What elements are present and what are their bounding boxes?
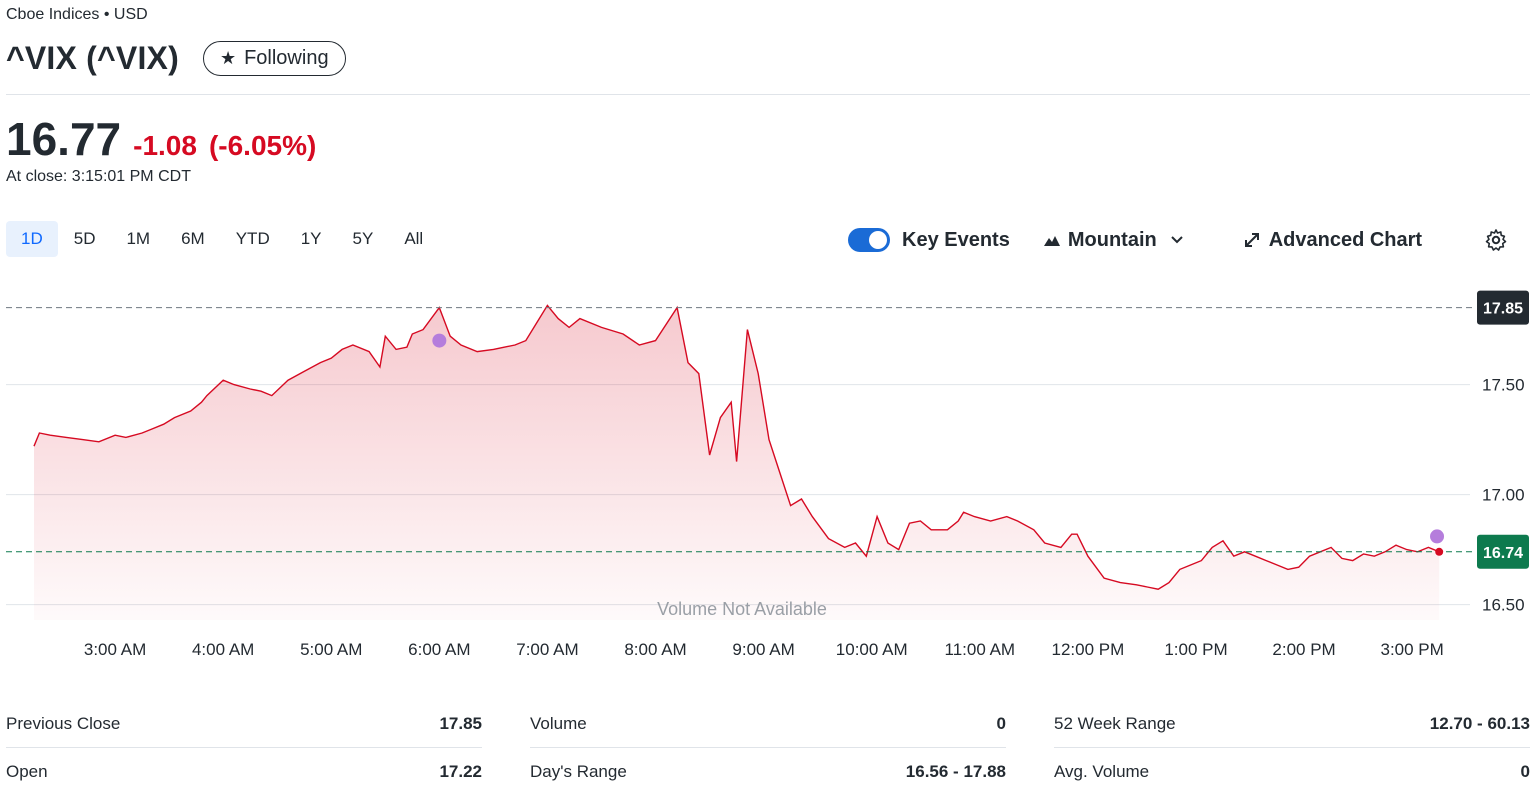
y-tick-label: 17.50 [1482, 376, 1525, 395]
range-tab-1m[interactable]: 1M [126, 229, 151, 248]
stat-label: 52 Week Range [1054, 713, 1176, 733]
stat-days-range: Day's Range 16.56 - 17.88 [530, 748, 1006, 789]
page-title: ^VIX (^VIX) [6, 40, 179, 76]
price-chart[interactable]: 17.85 16.74 Volume Not Available 3:00 AM 4… [0, 270, 1536, 670]
stat-avg-volume: Avg. Volume 0 [1054, 748, 1530, 789]
title-row: ^VIX (^VIX) ★ Following [6, 40, 346, 77]
stat-label: Previous Close [6, 713, 121, 733]
following-button[interactable]: ★ Following [202, 41, 346, 76]
x-tick-label: 4:00 AM [192, 640, 254, 659]
last-price: 16.77 [6, 113, 122, 165]
stat-volume: Volume 0 [530, 700, 1006, 748]
x-tick-label: 3:00 AM [84, 640, 146, 659]
y-tick-label: 16.50 [1482, 596, 1525, 615]
chart-toolbar: Key Events Mountain Advanced Chart [848, 222, 1422, 258]
chart-type-dropdown[interactable]: Mountain [1043, 228, 1183, 252]
x-tick-label: 10:00 AM [836, 640, 908, 659]
star-icon: ★ [219, 48, 237, 68]
range-tab-1d[interactable]: 1D [6, 221, 58, 257]
y-tick-label: 17.00 [1482, 486, 1525, 505]
range-tab-5y[interactable]: 5Y [352, 229, 374, 248]
close-time: At close: 3:15:01 PM CDT [6, 168, 191, 185]
key-event-marker[interactable] [432, 333, 447, 348]
range-tab-5d[interactable]: 5D [73, 229, 96, 248]
gear-icon[interactable] [1484, 228, 1508, 252]
x-tick-label: 7:00 AM [516, 640, 578, 659]
stat-value: 16.56 - 17.88 [905, 761, 1006, 781]
x-tick-label: 11:00 AM [945, 640, 1016, 659]
price-line [33, 304, 1440, 590]
toggle-knob [869, 231, 887, 249]
x-tick-label: 9:00 AM [732, 640, 794, 659]
price-change-percent: (-6.05%) [208, 130, 317, 161]
key-events-toggle-group[interactable]: Key Events [848, 228, 1010, 252]
previous-close-badge-label: 17.85 [1483, 301, 1523, 318]
x-tick-label: 6:00 AM [408, 640, 470, 659]
range-tab-1y[interactable]: 1Y [300, 229, 322, 248]
stat-previous-close: Previous Close 17.85 [6, 700, 482, 748]
price-change: -1.08 [133, 130, 197, 161]
volume-note: Volume Not Available [657, 599, 827, 619]
advanced-chart-label: Advanced Chart [1268, 228, 1423, 251]
advanced-chart-button[interactable]: Advanced Chart [1243, 229, 1422, 252]
previous-close-badge [1477, 290, 1529, 325]
chevron-down-icon [1171, 236, 1183, 244]
price-chart-svg: 17.85 16.74 Volume Not Available 3:00 AM 4… [6, 290, 1529, 659]
key-events-label: Key Events [902, 228, 1010, 251]
mountain-icon [1043, 236, 1060, 246]
key-event-marker[interactable] [1430, 529, 1445, 544]
stat-label: Avg. Volume [1054, 761, 1150, 781]
current-price-badge-label: 16.74 [1483, 545, 1523, 562]
stat-label: Open [6, 761, 48, 781]
chart-type-label: Mountain [1067, 228, 1157, 251]
x-tick-label: 1:00 PM [1164, 640, 1227, 659]
stat-value: 0 [996, 713, 1006, 733]
price-area [34, 305, 1440, 620]
range-tab-ytd[interactable]: YTD [235, 229, 270, 248]
exchange-label: Cboe Indices • USD [6, 6, 148, 23]
stat-label: Day's Range [530, 761, 627, 781]
following-label: Following [244, 47, 329, 69]
stat-value: 17.22 [439, 761, 482, 781]
stat-label: Volume [530, 713, 587, 733]
x-tick-label: 2:00 PM [1272, 640, 1335, 659]
stat-52-week-range: 52 Week Range 12.70 - 60.13 [1054, 700, 1530, 748]
range-tab-6m[interactable]: 6M [181, 229, 205, 248]
current-price-badge [1477, 534, 1529, 569]
stat-value: 17.85 [439, 713, 482, 733]
header-divider [6, 94, 1530, 95]
x-tick-label: 3:00 PM [1381, 640, 1444, 659]
stat-value: 0 [1520, 761, 1530, 781]
key-events-toggle[interactable] [848, 228, 890, 252]
last-price-dot [1435, 547, 1444, 556]
x-tick-label: 8:00 AM [624, 640, 686, 659]
stat-value: 12.70 - 60.13 [1429, 713, 1530, 733]
x-tick-label: 5:00 AM [300, 640, 362, 659]
range-tabs: 1D 5D 1M 6M YTD 1Y 5Y All [6, 221, 439, 257]
range-tab-all[interactable]: All [404, 229, 424, 248]
stat-open: Open 17.22 [6, 748, 482, 789]
x-tick-label: 12:00 PM [1052, 640, 1125, 659]
expand-icon [1244, 233, 1259, 247]
quote-price-row: 16.77 -1.08 (-6.05%) [6, 112, 316, 166]
